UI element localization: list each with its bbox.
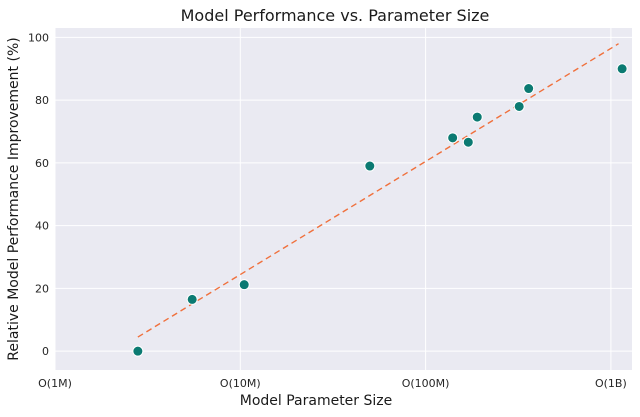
data-point (523, 83, 535, 95)
data-point (513, 100, 525, 112)
data-point (186, 293, 198, 305)
data-point (616, 63, 628, 75)
y-tick-label: 0 (42, 345, 49, 358)
x-tick-label: O(1B) (595, 377, 627, 390)
tick-labels: 0 20 40 60 80 100 O(1M) O(10M) O(100M) O(1B) (28, 31, 627, 390)
data-point (462, 136, 474, 148)
x-tick-label: O(100M) (402, 377, 450, 390)
data-point (238, 279, 250, 291)
trend-line (137, 43, 619, 338)
data-points (132, 63, 628, 357)
y-tick-label: 80 (35, 94, 49, 107)
x-tick-label: O(10M) (220, 377, 261, 390)
y-tick-label: 60 (35, 157, 49, 170)
data-point (447, 132, 459, 144)
y-axis-label: Relative Model Performance Improvement (… (6, 37, 22, 360)
chart-title: Model Performance vs. Parameter Size (181, 6, 490, 25)
data-point (471, 111, 483, 123)
data-point (364, 160, 376, 172)
x-tick-label: O(1M) (38, 377, 72, 390)
plot-area (55, 28, 632, 370)
y-tick-label: 20 (35, 282, 49, 295)
gridlines (54, 28, 632, 370)
x-axis-label: Model Parameter Size (240, 393, 393, 409)
data-point (132, 345, 144, 357)
y-tick-label: 100 (28, 31, 49, 44)
y-tick-label: 40 (35, 220, 49, 233)
